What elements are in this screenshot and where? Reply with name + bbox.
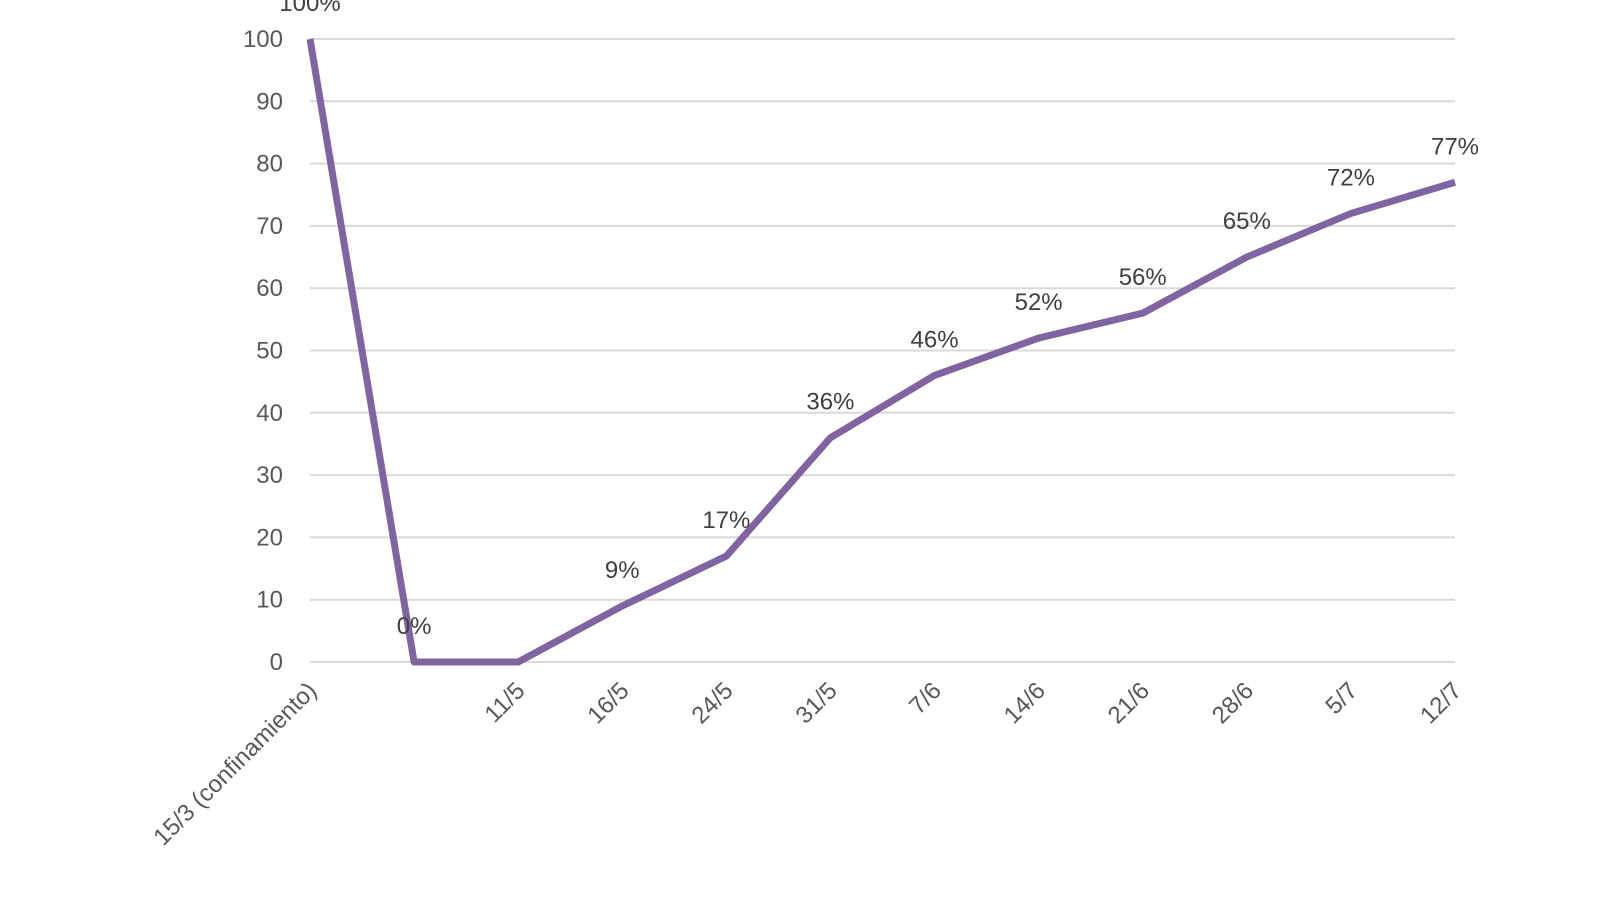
x-tick-label: 16/5	[582, 677, 634, 729]
data-label: 52%	[1015, 289, 1063, 316]
y-tick-label: 70	[256, 213, 283, 240]
x-tick-label: 28/6	[1207, 677, 1259, 729]
y-tick-label: 100	[243, 26, 283, 53]
x-tick-label: 24/5	[686, 677, 738, 729]
x-tick-label: 14/6	[999, 677, 1051, 729]
x-tick-label: 21/6	[1103, 677, 1155, 729]
y-tick-label: 30	[256, 462, 283, 489]
series-line	[306, 38, 1457, 666]
y-tick-label: 10	[256, 587, 283, 614]
data-label: 56%	[1119, 264, 1167, 291]
data-label: 72%	[1327, 164, 1375, 191]
x-tick-label: 31/5	[791, 677, 843, 729]
y-tick-label: 50	[256, 338, 283, 365]
y-tick-label: 20	[256, 524, 283, 551]
data-label: 100%	[279, 0, 340, 17]
data-label: 0%	[397, 613, 432, 640]
data-label: 17%	[702, 507, 750, 534]
data-label: 36%	[806, 389, 854, 416]
x-tick-label: 12/7	[1415, 677, 1467, 729]
data-label: 65%	[1223, 208, 1271, 235]
y-tick-label: 60	[256, 275, 283, 302]
data-label: 9%	[605, 557, 640, 584]
y-tick-label: 80	[256, 151, 283, 178]
y-tick-label: 40	[256, 400, 283, 427]
x-tick-label: 11/5	[480, 677, 531, 728]
data-label: 46%	[911, 326, 959, 353]
x-tick-label: 5/7	[1320, 677, 1363, 720]
data-label: 77%	[1431, 133, 1479, 160]
x-tick-label: 15/3 (confinamiento)	[148, 677, 322, 851]
y-tick-label: 0	[270, 649, 283, 676]
y-tick-label: 90	[256, 88, 283, 115]
x-tick-label: 7/6	[904, 677, 947, 720]
